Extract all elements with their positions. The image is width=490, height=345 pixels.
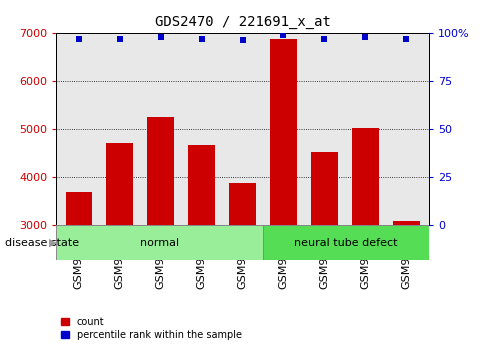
Legend: count, percentile rank within the sample: count, percentile rank within the sample (61, 317, 242, 340)
Text: disease state: disease state (5, 238, 79, 248)
Bar (66, 192, 92, 225)
Bar (263, 225, 429, 260)
Title: GDS2470 / 221691_x_at: GDS2470 / 221691_x_at (155, 15, 330, 29)
Text: neural tube defect: neural tube defect (294, 238, 397, 248)
Bar (229, 183, 256, 225)
Bar (393, 221, 419, 225)
Bar (56, 225, 263, 260)
Bar (106, 142, 133, 225)
Text: normal: normal (140, 238, 179, 248)
Bar (270, 39, 297, 225)
Bar (147, 117, 174, 225)
Text: ▶: ▶ (49, 238, 57, 248)
Bar (352, 128, 379, 225)
Bar (188, 145, 215, 225)
Bar (311, 152, 338, 225)
